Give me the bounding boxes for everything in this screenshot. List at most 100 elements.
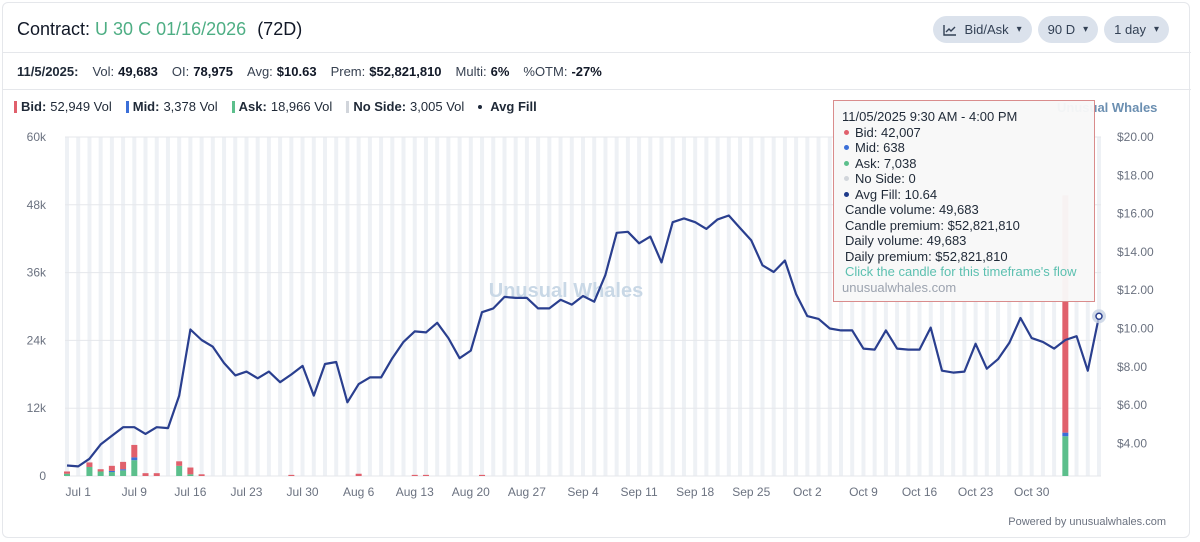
x-tick-label: Oct 30	[1014, 485, 1050, 499]
chart-controls: Bid/Ask ▾ 90 D ▾ 1 day ▾	[932, 16, 1169, 43]
bg-stripe	[98, 137, 103, 476]
x-tick-label: Jul 1	[66, 485, 92, 499]
noside-swatch	[346, 100, 350, 113]
stat-value: $10.63	[276, 64, 317, 79]
x-tick-label: Aug 20	[452, 485, 490, 499]
volume-bar-ask	[120, 470, 127, 476]
tooltip-row-mid: Mid: 638	[842, 140, 1086, 156]
bg-stripe	[805, 137, 810, 476]
bg-stripe	[738, 137, 743, 476]
x-tick-label: Oct 16	[902, 485, 938, 499]
y-left-tick-label: 0	[39, 469, 46, 483]
volume-bar-ask	[86, 466, 93, 476]
stat-key: %OTM:	[523, 64, 568, 79]
x-tick-label: Oct 23	[958, 485, 994, 499]
legend-item-noside[interactable]: No Side: 3,005 Vol	[346, 99, 464, 114]
chevron-down-icon: ▾	[1016, 24, 1022, 35]
y-left-tick-label: 60k	[27, 130, 47, 144]
bg-stripe	[996, 137, 1001, 476]
bg-stripe	[1040, 137, 1045, 476]
volume-bar-bid	[97, 469, 104, 472]
bg-stripe	[614, 137, 619, 476]
volume-bar-ask	[131, 460, 138, 476]
legend-item-bid[interactable]: Bid: 52,949 Vol	[14, 99, 112, 114]
stat-value: 49,683	[118, 64, 158, 79]
contract-label: Contract:	[17, 19, 91, 39]
bg-stripe	[794, 137, 799, 476]
bg-stripe	[603, 137, 608, 476]
x-tick-label: Sep 18	[676, 485, 714, 499]
legend-item-ask[interactable]: Ask: 18,966 Vol	[231, 99, 332, 114]
legend-value: 3,378 Vol	[163, 99, 218, 114]
range-dropdown[interactable]: 90 D ▾	[1037, 16, 1099, 43]
stat-value: -27%	[571, 64, 602, 79]
stat-key: OI:	[171, 64, 190, 79]
bg-stripe	[581, 137, 585, 476]
x-tick-label: Aug 13	[396, 485, 434, 499]
legend-item-mid[interactable]: Mid: 3,378 Vol	[125, 99, 218, 114]
volume-bar-bid	[198, 474, 205, 476]
volume-bar-bid	[479, 474, 486, 476]
tooltip-daily-volume: Daily volume: 49,683	[845, 233, 967, 248]
highlight-point	[1095, 312, 1103, 321]
candle-tooltip: 11/05/2025 9:30 AM - 4:00 PM Bid: 42,007…	[833, 100, 1095, 302]
bg-stripe	[973, 137, 978, 476]
legend-name: No Side:	[353, 99, 407, 114]
tooltip-row-bid: Bid: 42,007	[842, 125, 1086, 141]
contract-symbol[interactable]: U 30 C 01/16/2026	[95, 19, 247, 39]
y-left-tick-label: 36k	[27, 266, 47, 280]
chevron-down-icon: ▾	[1153, 24, 1159, 35]
bg-stripe	[423, 137, 428, 476]
bg-stripe	[278, 137, 283, 476]
y-right-tick-label: $4.00	[1117, 436, 1147, 450]
stat-key: Avg:	[247, 64, 273, 79]
volume-bar-bid	[153, 473, 160, 476]
y-right-tick-label: $12.00	[1117, 283, 1154, 297]
x-tick-label: Sep 4	[567, 485, 599, 499]
bg-stripe	[592, 137, 597, 476]
bg-stripe	[715, 137, 720, 476]
volume-bar-bid	[108, 465, 115, 471]
bg-stripe	[334, 137, 339, 476]
ask-swatch	[231, 100, 235, 113]
bg-stripe	[928, 137, 933, 476]
volume-bar-ask	[97, 471, 104, 476]
y-right-tick-label: $20.00	[1117, 130, 1154, 144]
volume-bar-ask	[1062, 436, 1069, 476]
interval-dropdown[interactable]: 1 day ▾	[1104, 16, 1169, 43]
volume-bar-bid	[120, 461, 127, 470]
volume-bar-bid	[142, 473, 149, 476]
bg-stripe	[939, 137, 944, 476]
bg-stripe	[289, 137, 294, 476]
x-tick-label: Sep 25	[732, 485, 770, 499]
tooltip-flow-link[interactable]: Click the candle for this timeframe's fl…	[845, 264, 1077, 279]
tooltip-row-ask: Ask: 7,038	[842, 156, 1086, 172]
bg-stripe	[681, 137, 686, 476]
stat-key: Vol:	[92, 64, 115, 79]
chevron-down-icon: ▾	[1083, 24, 1089, 35]
x-tick-label: Sep 11	[621, 485, 658, 499]
bg-stripe	[356, 137, 361, 476]
x-tick-label: Oct 2	[793, 485, 822, 499]
contract-title: Contract: U 30 C 01/16/2026 (72D)	[17, 19, 302, 40]
bg-stripe	[704, 137, 709, 476]
x-tick-label: Aug 27	[508, 485, 546, 499]
legend-name: Ask:	[238, 99, 267, 114]
stat-key: Multi:	[455, 64, 487, 79]
bg-stripe	[760, 137, 765, 476]
legend-item-avg-fill[interactable]: Avg Fill	[478, 99, 537, 114]
bg-stripe	[648, 137, 653, 476]
tooltip-text: Ask: 7,038	[855, 155, 917, 171]
bg-stripe	[569, 137, 574, 476]
legend-name: Avg Fill	[490, 99, 537, 114]
bg-stripe	[210, 137, 215, 476]
bg-stripe	[839, 137, 843, 476]
bg-stripe	[827, 137, 832, 476]
bid-ask-dropdown[interactable]: Bid/Ask ▾	[932, 16, 1032, 43]
bg-stripe	[132, 137, 137, 476]
bg-stripe	[188, 137, 193, 476]
bg-stripe	[726, 137, 731, 476]
y-left-tick-label: 24k	[27, 333, 47, 347]
x-tick-label: Jul 16	[174, 485, 206, 499]
